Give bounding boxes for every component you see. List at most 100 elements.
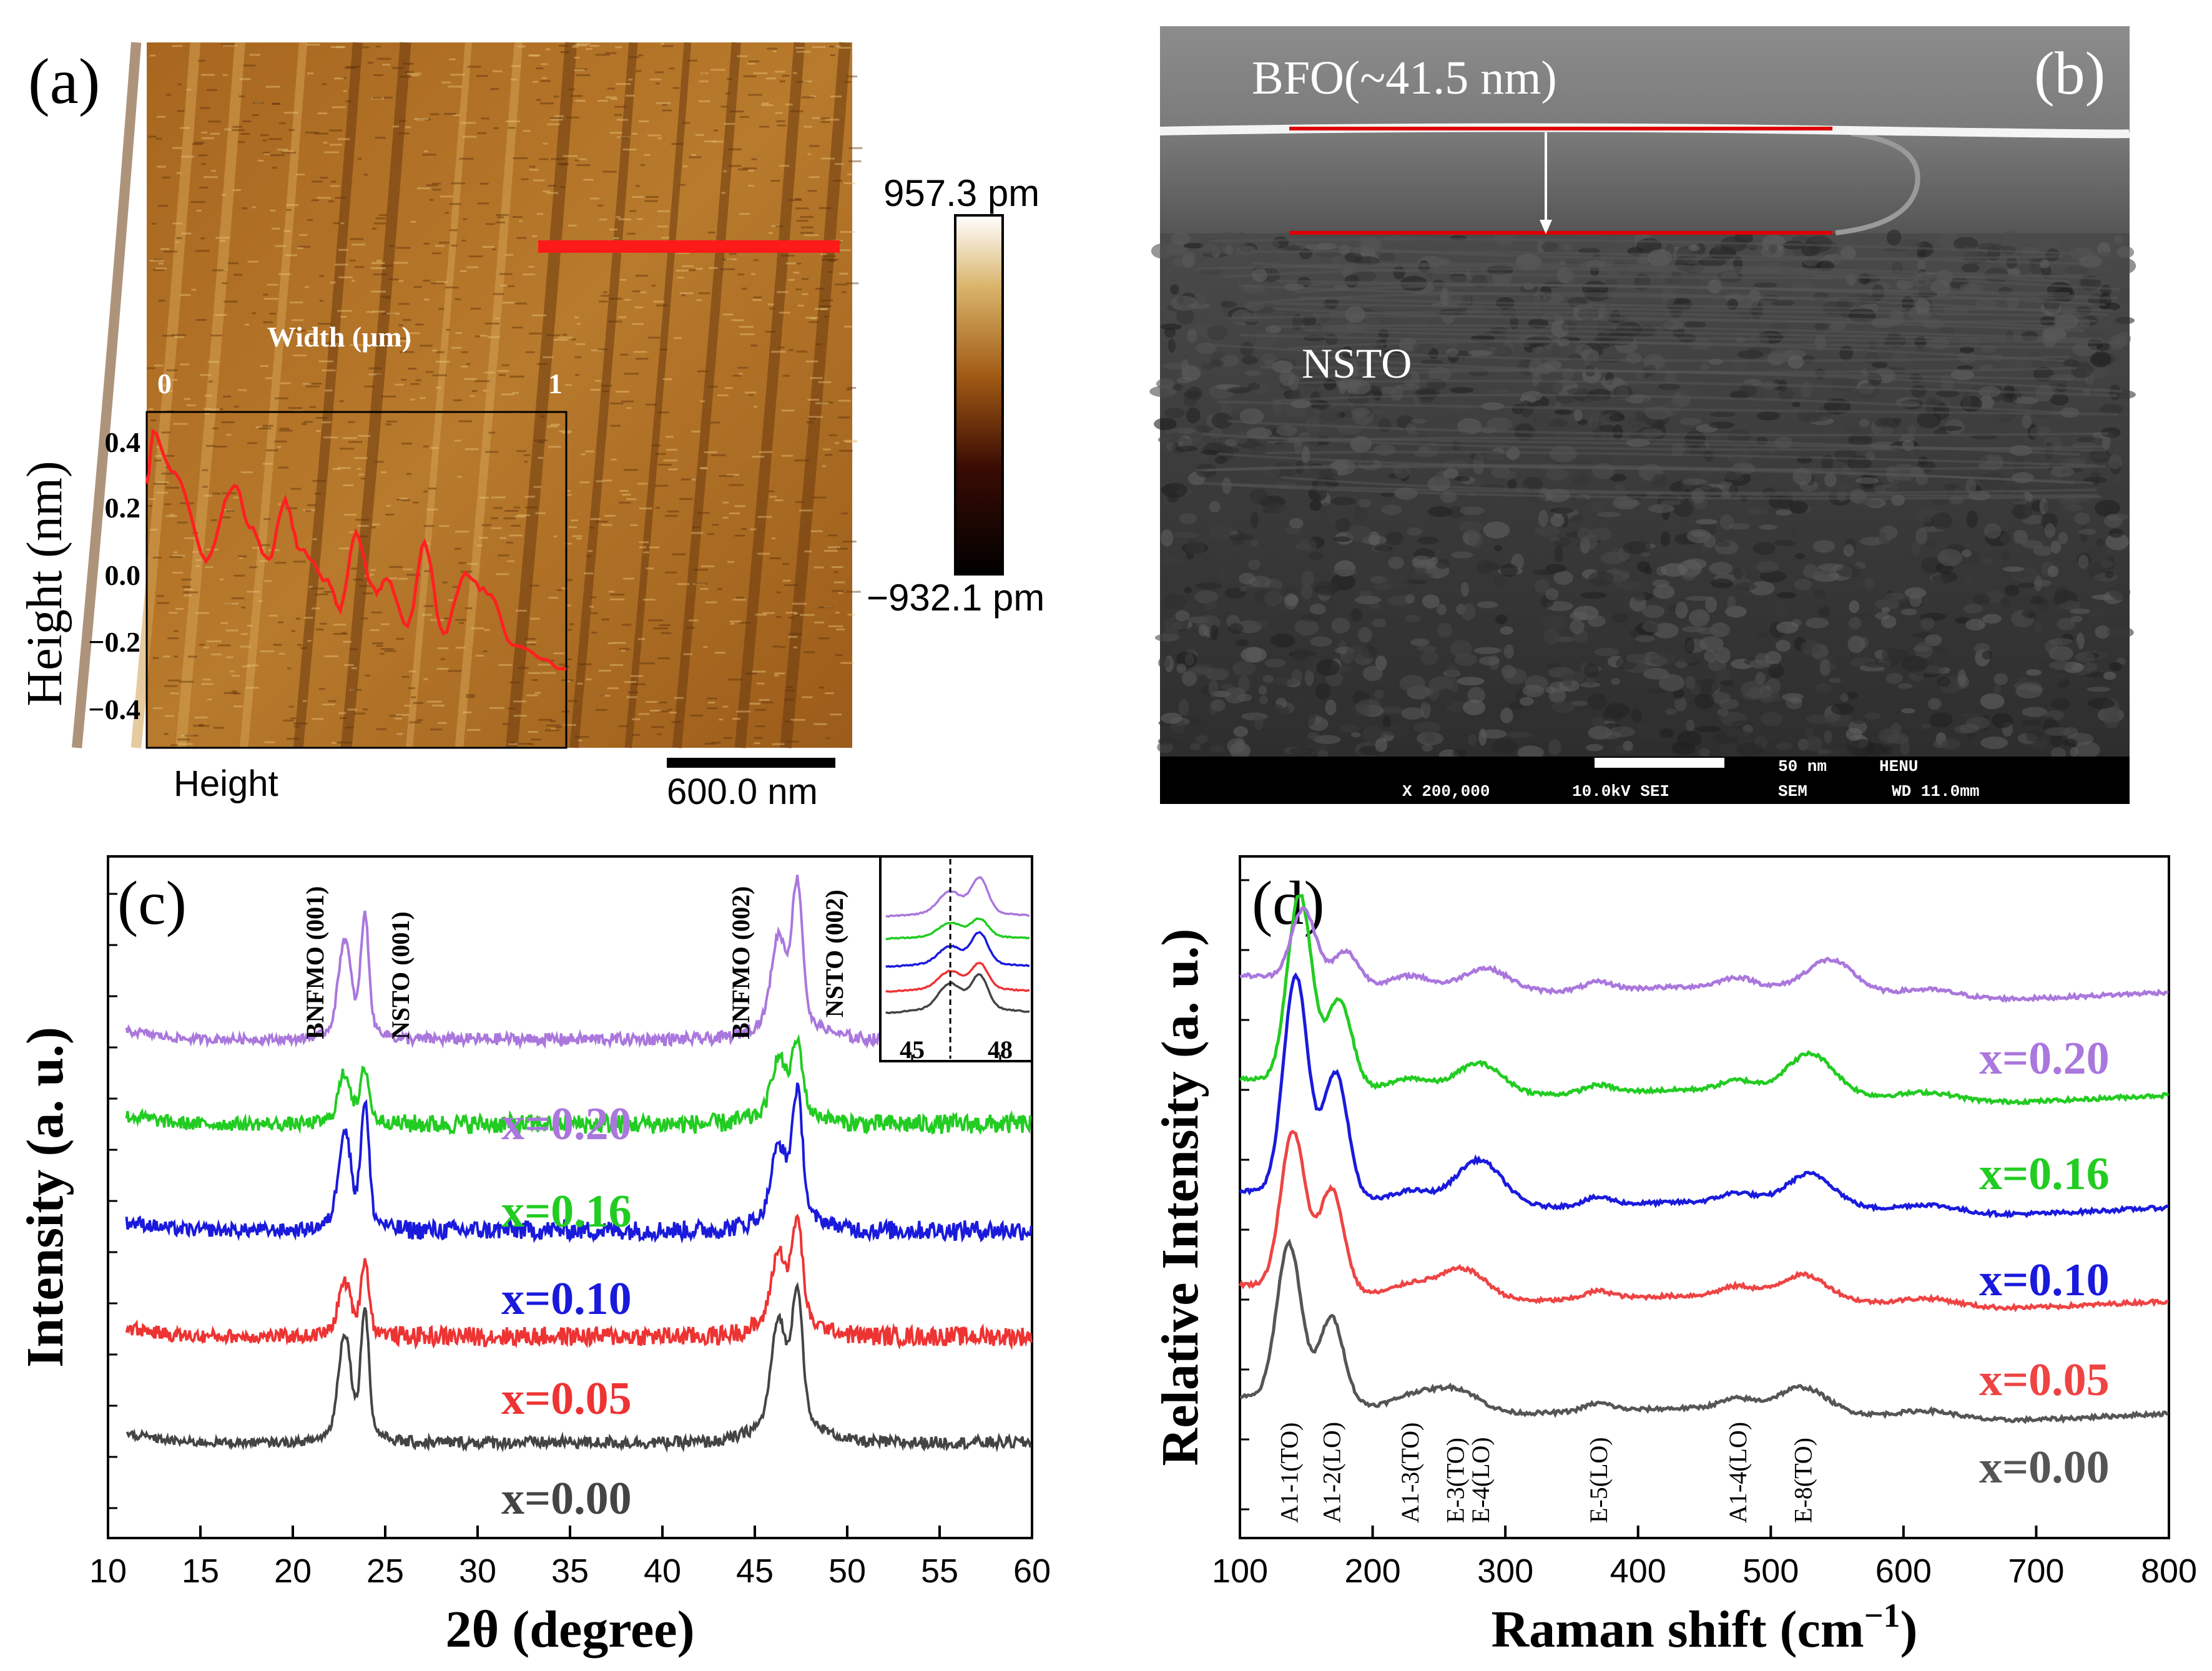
sem-grain (1929, 712, 1953, 728)
afm-noise (238, 557, 243, 559)
xrd-peak-labels: BNFMO (001) NSTO (001) BNFMO (002) NSTO (00… (301, 886, 848, 1039)
afm-noise (611, 98, 618, 100)
afm-noise (602, 170, 617, 173)
sem-grain (1300, 571, 1314, 587)
sem-grain (2090, 351, 2111, 368)
afm-noise (346, 66, 360, 68)
afm-noise (838, 592, 843, 594)
sem-grain (2078, 528, 2096, 535)
sem-grain (1534, 526, 1560, 537)
sem-grain (1940, 738, 1960, 750)
sem-grain (1696, 627, 1718, 635)
afm-noise (149, 260, 164, 262)
afm-noise (290, 717, 296, 720)
sem-grain (1611, 678, 1621, 685)
afm-noise (371, 262, 385, 264)
sem-grain (1509, 701, 1523, 710)
afm-noise (532, 314, 546, 316)
sem-grain (1545, 588, 1559, 600)
afm-noise (801, 96, 814, 99)
afm-noise (596, 521, 608, 523)
sem-grain (1171, 295, 1198, 311)
sem-grain (1651, 474, 1667, 488)
sem-grain (1846, 737, 1860, 752)
sem-grain (1209, 501, 1221, 513)
afm-noise (268, 138, 282, 140)
afm-noise (357, 525, 369, 527)
afm-noise (662, 378, 672, 381)
afm-noise (252, 312, 257, 315)
afm-noise (627, 232, 636, 235)
sem-grain (1300, 583, 1313, 600)
afm-noise (368, 373, 381, 376)
sem-grain (1874, 599, 1900, 610)
afm-noise (539, 415, 545, 418)
afm-noise (796, 81, 808, 83)
afm-noise (373, 273, 388, 276)
afm-noise (693, 569, 708, 571)
afm-noise (507, 560, 515, 562)
afm-noise (581, 453, 586, 456)
afm-noise (665, 571, 677, 574)
afm-noise (384, 650, 396, 652)
xrd-series-line (125, 1082, 1033, 1244)
afm-noise (426, 508, 438, 511)
sem-grain (1746, 507, 1769, 514)
sem-grain (1331, 569, 1358, 576)
afm-noise (553, 96, 559, 98)
afm-noise (598, 669, 611, 672)
afm-noise (595, 708, 607, 711)
sem-grain (1993, 684, 2002, 694)
raman-x-tick-label: 300 (1477, 1552, 1533, 1590)
afm-noise (168, 679, 180, 682)
sem-grain (1775, 600, 1791, 617)
xrd-peak-label: NSTO (001) (386, 911, 415, 1039)
sem-grain (1915, 298, 1930, 315)
afm-noise (307, 72, 314, 75)
afm-noise (512, 391, 519, 394)
afm-noise (741, 287, 747, 290)
afm-noise (578, 663, 592, 665)
afm-noise (739, 373, 743, 375)
afm-noise (186, 89, 192, 91)
sem-grain (1710, 692, 1731, 704)
sem-grain (1806, 714, 1832, 724)
afm-noise (782, 579, 791, 582)
afm-noise (795, 207, 809, 210)
sem-grain (1372, 619, 1387, 627)
afm-noise (646, 567, 654, 570)
raman-series-label: x=0.10 (1979, 1255, 2110, 1306)
afm-noise (149, 408, 154, 410)
xrd-series-line (125, 1281, 1032, 1453)
afm-noise (689, 269, 696, 272)
xrd-x-axis-title: 2θ (degree) (445, 1600, 694, 1659)
sem-grain (1980, 693, 2005, 710)
sem-grain (2019, 262, 2030, 276)
afm-noise (726, 474, 740, 476)
afm-noise (676, 252, 690, 254)
afm-noise (732, 375, 742, 377)
afm-noise (819, 117, 830, 120)
afm-noise (449, 203, 461, 205)
afm-noise (333, 633, 348, 635)
afm-noise (837, 547, 848, 550)
sem-grain (1300, 613, 1322, 622)
afm-noise (729, 253, 737, 255)
sem-grain (2025, 729, 2043, 742)
afm-noise (470, 307, 481, 310)
afm-noise (845, 388, 852, 391)
afm-noise (531, 679, 538, 682)
afm-noise (528, 731, 539, 733)
afm-noise (342, 437, 357, 439)
afm-noise (610, 593, 624, 595)
sem-grain (1320, 502, 1332, 517)
afm-noise (474, 380, 490, 383)
sem-grain (1345, 645, 1370, 661)
sem-grain (1447, 506, 1465, 519)
afm-noise (492, 248, 496, 250)
sem-grain (1885, 672, 1903, 684)
afm-noise (662, 109, 672, 112)
sem-grain (1686, 719, 1695, 732)
afm-noise (466, 694, 475, 697)
afm-noise (517, 667, 529, 669)
